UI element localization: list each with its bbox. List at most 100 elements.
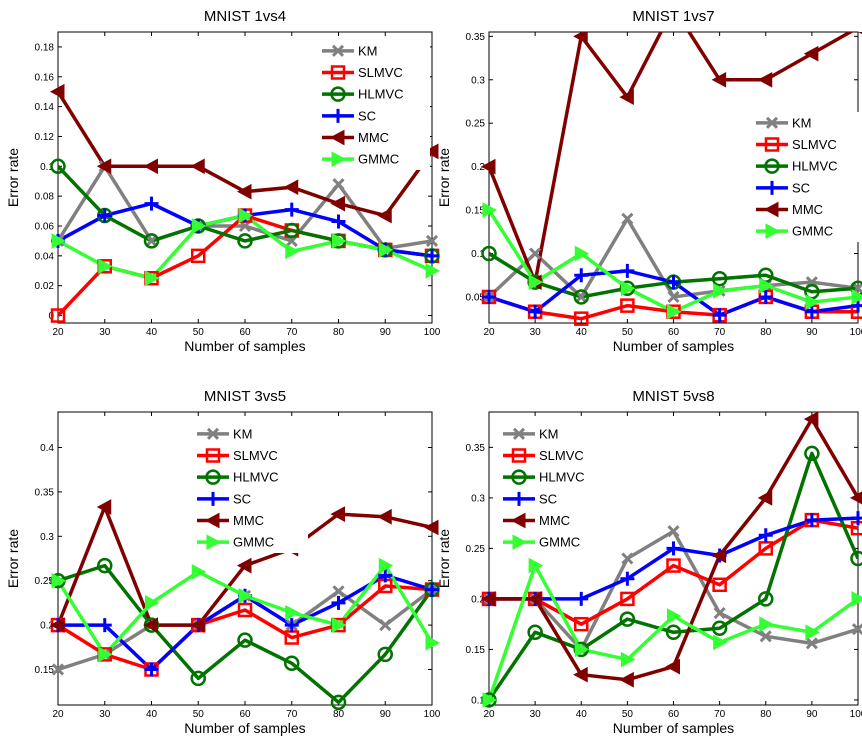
data-point-gmmc [378, 242, 394, 258]
data-point-mmc [619, 671, 634, 688]
x-tick-label: 80 [760, 709, 772, 720]
data-point-mmc [573, 32, 588, 45]
data-point-gmmc [528, 557, 544, 574]
data-point-km [713, 606, 726, 620]
x-tick-label: 80 [333, 327, 345, 338]
data-point-sc [666, 275, 681, 290]
y-axis-label: Error rate [436, 148, 452, 207]
legend-label-gmmc: GMMC [233, 535, 274, 550]
legend-marker-gmmc [512, 534, 528, 551]
data-point-gmmc [145, 270, 160, 287]
data-point-mmc [330, 506, 345, 522]
legend-label-sc: SC [539, 491, 557, 506]
data-point-km [667, 290, 680, 304]
legend-marker-hlmvc [205, 469, 221, 485]
data-point-gmmc [285, 604, 300, 621]
data-point-km [621, 552, 634, 565]
legend-label-hlmvc: HLMVC [792, 159, 838, 174]
y-tick-label: 0.2 [471, 594, 485, 605]
data-point-hlmvc [50, 158, 66, 175]
data-point-gmmc [620, 280, 636, 297]
legend-marker-slmvc [205, 448, 221, 463]
data-point-gmmc [285, 243, 300, 260]
legend: KM SLMVC HLMVC SC MMC GMMC [499, 423, 609, 553]
legend-box [193, 423, 308, 553]
x-tick-label: 40 [576, 709, 588, 720]
y-tick-label: 0.2 [40, 621, 54, 632]
legend: KM SLMVC HLMVC SC MMC GMMC [193, 423, 308, 553]
legend-marker-km [765, 116, 779, 129]
data-point-sc [620, 571, 635, 586]
data-point-sc [482, 289, 496, 304]
y-tick-label: 0.3 [471, 493, 485, 504]
data-point-km [805, 637, 818, 650]
data-point-hlmvc [527, 624, 543, 641]
legend-box [752, 112, 862, 242]
data-point-km [575, 290, 588, 304]
x-tick-label: 90 [380, 709, 392, 720]
data-point-mmc [849, 491, 862, 505]
y-tick-label: 0.14 [35, 102, 55, 113]
data-point-mmc [858, 32, 862, 35]
series-line-slmvc [58, 584, 432, 672]
data-point-mmc [190, 158, 205, 175]
data-point-gmmc [713, 634, 728, 651]
data-point-slmvc [574, 616, 589, 632]
data-point-gmmc [378, 557, 394, 574]
legend-marker-sc [206, 491, 220, 506]
legend-label-hlmvc: HLMVC [233, 470, 279, 485]
data-point-gmmc [713, 283, 728, 299]
legend-marker-gmmc [331, 151, 347, 168]
data-point-slmvc [574, 311, 589, 326]
legend-label-hlmvc: HLMVC [358, 87, 404, 102]
y-tick-label: 0.02 [35, 281, 55, 292]
x-tick-label: 50 [622, 709, 634, 720]
data-point-mmc [619, 89, 634, 105]
data-point-mmc [711, 71, 727, 88]
data-point-sc [620, 263, 635, 278]
data-point-mmc [803, 412, 819, 427]
legend-label-hlmvc: HLMVC [539, 470, 585, 485]
data-point-sc [758, 289, 773, 304]
data-point-mmc [573, 666, 588, 683]
x-axis-label: Number of samples [184, 720, 305, 736]
data-point-gmmc [574, 245, 590, 262]
x-axis-label: Number of samples [613, 720, 734, 736]
markers-group [481, 32, 862, 326]
data-point-gmmc [805, 294, 820, 310]
legend-marker-slmvc [330, 65, 346, 80]
y-tick-label: 0.3 [40, 532, 54, 543]
data-point-gmmc [482, 692, 498, 708]
legend-label-sc: SC [358, 108, 376, 123]
data-point-gmmc [667, 608, 682, 624]
legend-marker-hlmvc [764, 158, 780, 174]
x-tick-label: 40 [146, 327, 158, 338]
data-point-hlmvc [284, 222, 300, 239]
data-point-mmc [423, 519, 439, 536]
x-tick-label: 70 [714, 327, 726, 338]
x-tick-label: 100 [424, 327, 441, 338]
legend-label-gmmc: GMMC [792, 224, 833, 239]
legend-marker-km [206, 427, 220, 440]
data-point-sc [712, 308, 727, 323]
markers-group [481, 412, 862, 708]
data-point-gmmc [425, 635, 440, 651]
data-point-hlmvc [237, 233, 253, 249]
data-point-sc [758, 528, 773, 543]
x-tick-label: 30 [530, 709, 542, 720]
data-point-mmc [377, 508, 392, 525]
data-point-hlmvc [284, 655, 300, 672]
data-point-km [667, 525, 680, 538]
y-tick-label: 0.2 [471, 162, 485, 173]
data-point-hlmvc [330, 694, 347, 711]
legend-label-gmmc: GMMC [358, 152, 399, 167]
data-point-hlmvc [377, 646, 393, 663]
x-tick-label: 70 [286, 327, 298, 338]
chart-title: MNIST 1vs7 [632, 8, 714, 25]
legend-marker-sc [765, 180, 779, 195]
chart-panel-4: MNIST 5vs8 20 30 40 50 60 70 80 90 100 0.1 0.15 0.2 0… [436, 388, 862, 736]
data-point-hlmvc [619, 611, 636, 627]
data-point-gmmc [482, 202, 498, 218]
legend-marker-hlmvc [511, 469, 527, 485]
